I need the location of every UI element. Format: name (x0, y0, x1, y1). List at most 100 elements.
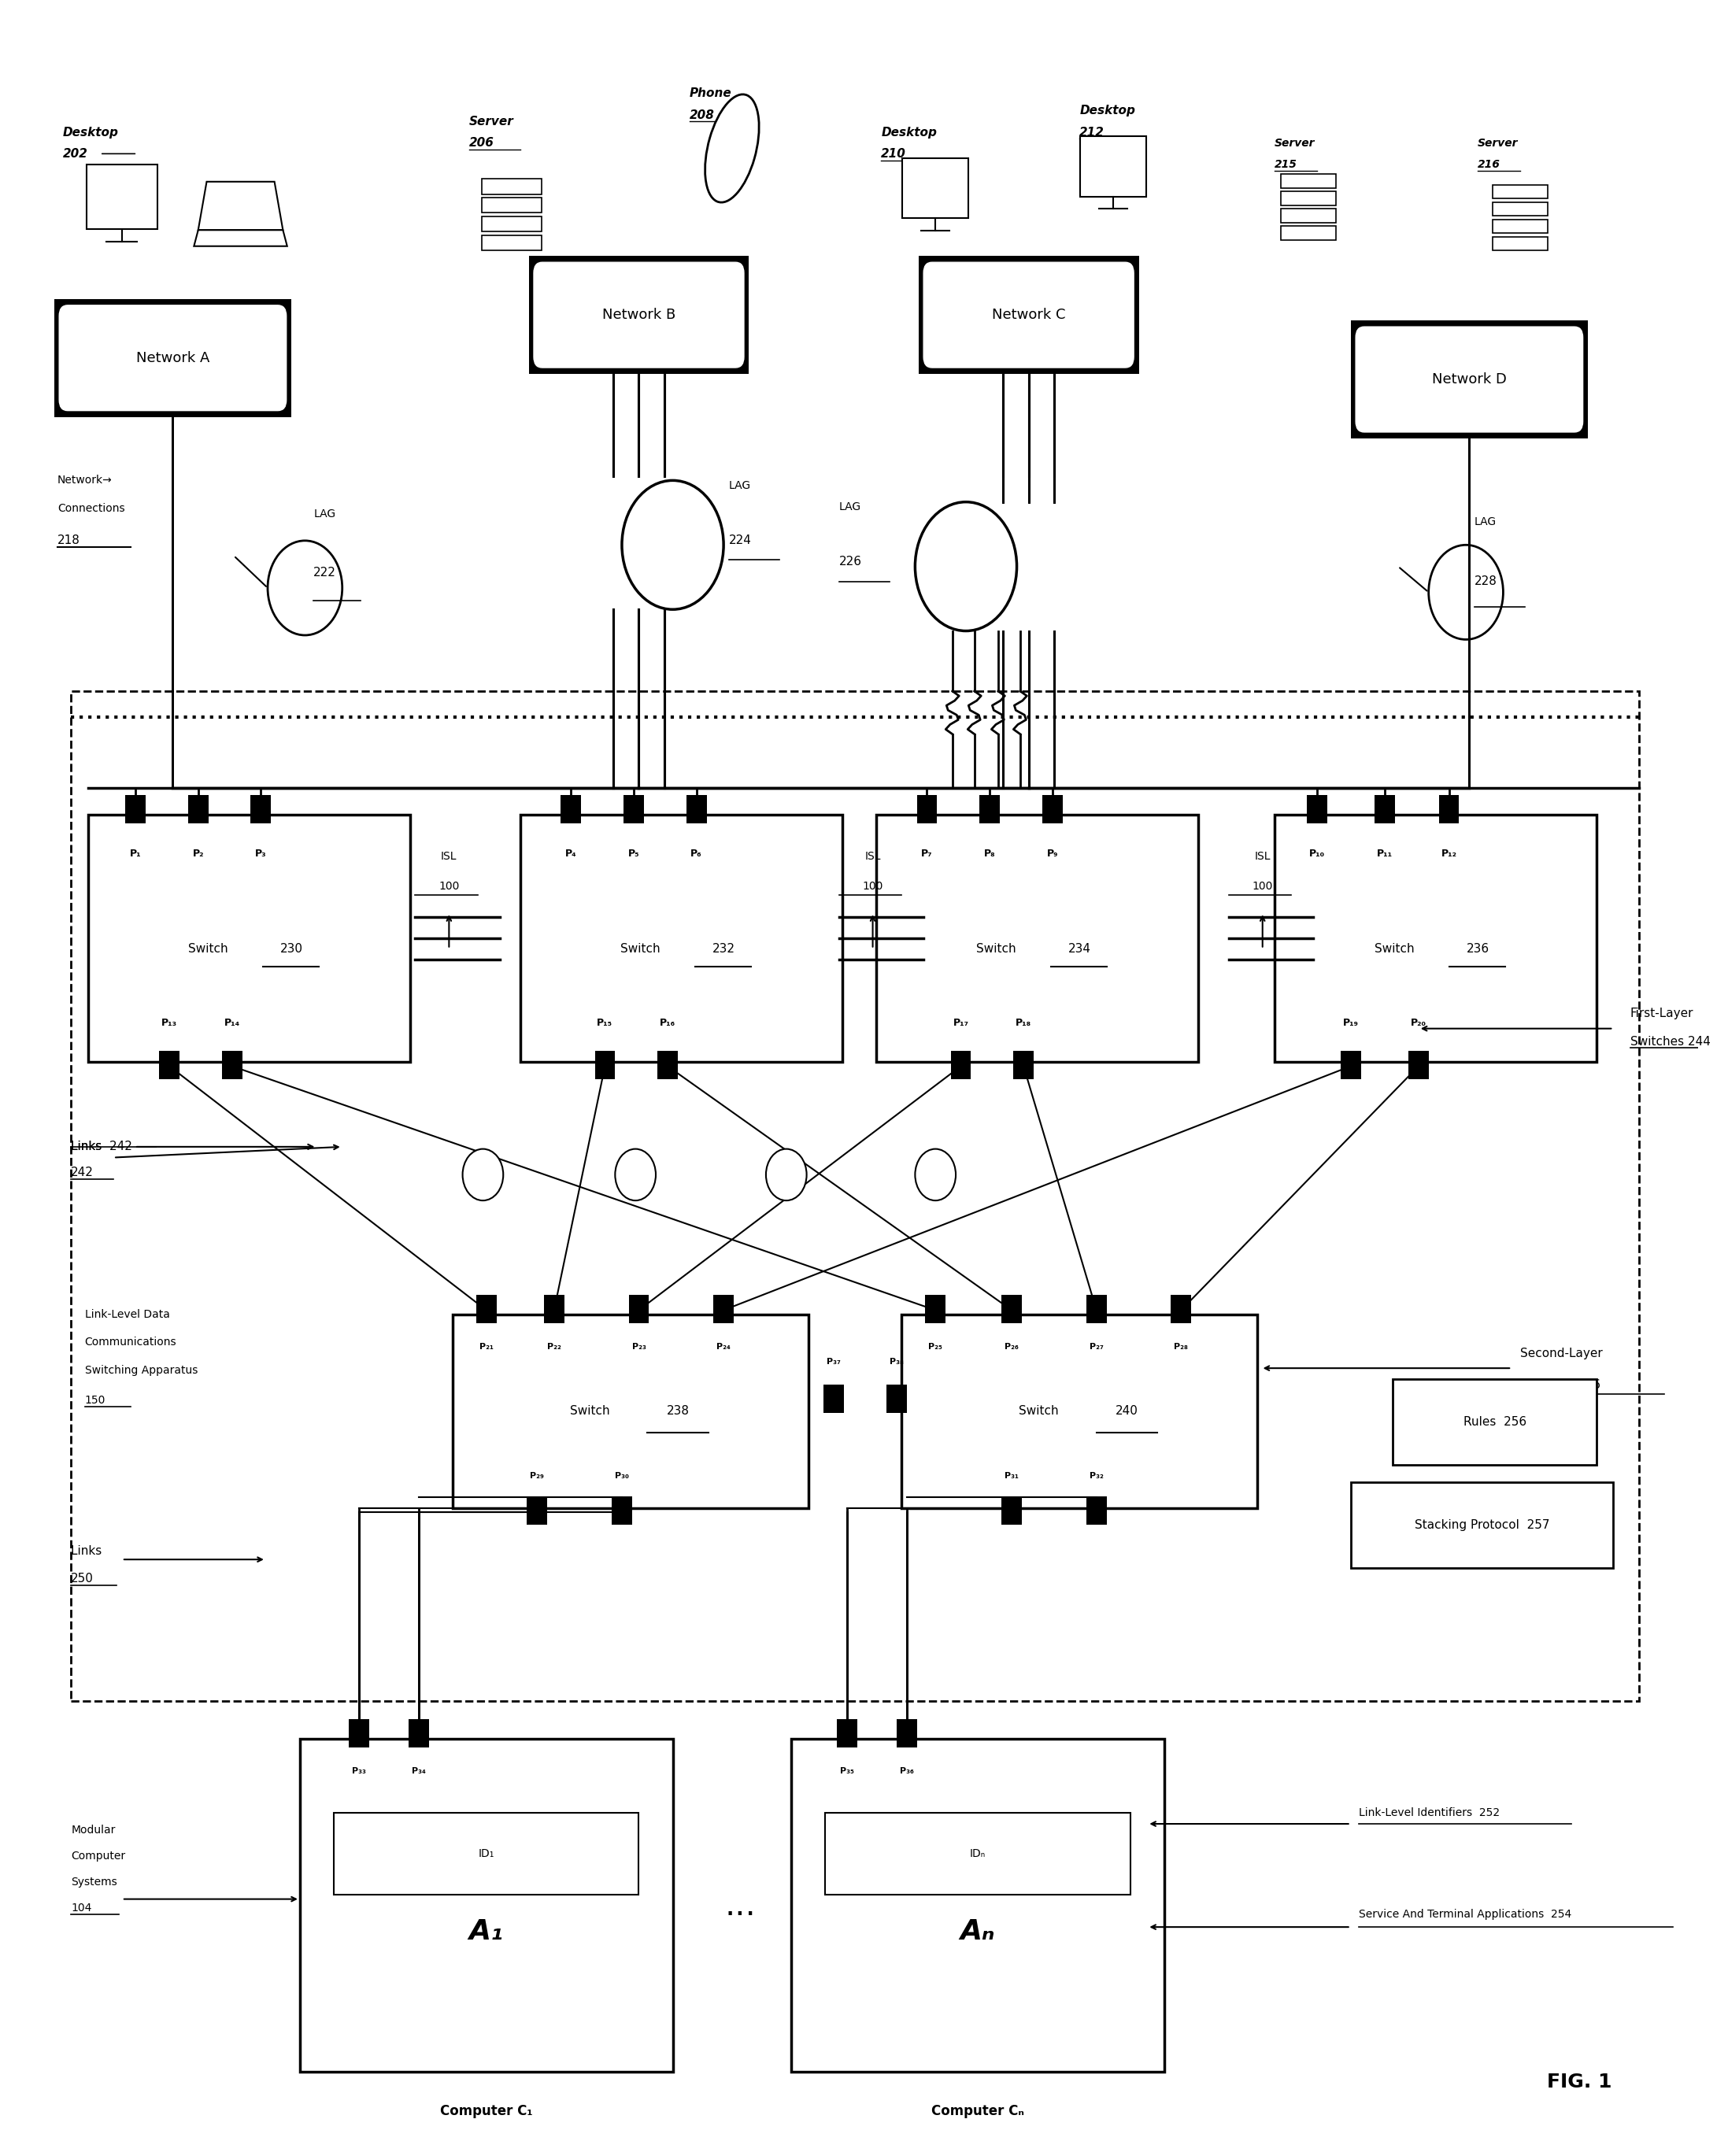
Text: Switch: Switch (1375, 942, 1419, 955)
Bar (1374, 796, 1394, 824)
Text: P₂₃: P₂₃ (632, 1343, 646, 1350)
Text: Second-Layer: Second-Layer (1521, 1348, 1602, 1358)
FancyBboxPatch shape (534, 263, 745, 369)
Text: 236: 236 (1467, 942, 1490, 955)
Text: P₅: P₅ (627, 847, 639, 858)
Text: Switch: Switch (188, 942, 232, 955)
Bar (876, 815, 1198, 1063)
Text: P₂₀: P₂₀ (1410, 1018, 1426, 1028)
Text: Network→: Network→ (57, 474, 112, 485)
Text: 204: 204 (207, 203, 230, 213)
Bar (482, 198, 541, 213)
Text: P₆: P₆ (691, 847, 702, 858)
Text: 216: 216 (1477, 160, 1500, 170)
Bar (54, 300, 292, 416)
FancyBboxPatch shape (59, 306, 287, 410)
Text: Connections: Connections (57, 502, 124, 513)
Bar (1493, 185, 1547, 198)
Text: 228: 228 (1474, 576, 1496, 586)
Text: Computer: Computer (71, 1850, 126, 1861)
Text: 215: 215 (1274, 160, 1298, 170)
Bar (1351, 1481, 1614, 1567)
Text: First-Layer: First-Layer (1630, 1007, 1693, 1020)
Bar (918, 796, 937, 824)
Bar (612, 1496, 632, 1524)
Text: Switch: Switch (570, 1406, 613, 1416)
Text: Server: Server (470, 116, 513, 127)
Bar (791, 1740, 1165, 2072)
Polygon shape (194, 231, 287, 246)
Bar (1080, 136, 1147, 196)
Text: Links: Links (71, 1546, 109, 1557)
Text: LAG: LAG (313, 509, 335, 520)
Text: Switch: Switch (620, 942, 664, 955)
Bar (301, 1740, 672, 2072)
Text: P₈: P₈ (983, 847, 995, 858)
Text: Service And Terminal Applications  254: Service And Terminal Applications 254 (1360, 1908, 1572, 1919)
Bar (1280, 192, 1336, 205)
Bar (1013, 1050, 1033, 1078)
Bar (221, 1050, 242, 1078)
Bar (1280, 226, 1336, 239)
Bar (482, 179, 541, 194)
Bar (520, 815, 842, 1063)
Text: P₂₄: P₂₄ (717, 1343, 731, 1350)
Bar (529, 257, 748, 373)
Text: 242: 242 (71, 1166, 93, 1179)
Text: Systems: Systems (71, 1876, 118, 1886)
Bar (544, 1294, 565, 1324)
Text: P₂₉: P₂₉ (530, 1473, 544, 1479)
Text: ISL: ISL (441, 852, 458, 862)
Text: LAG: LAG (729, 481, 750, 492)
Text: 206: 206 (470, 138, 494, 149)
Bar (919, 257, 1139, 373)
Text: IDₙ: IDₙ (969, 1848, 985, 1858)
Text: P₃₄: P₃₄ (411, 1768, 425, 1774)
Bar (88, 815, 410, 1063)
Bar (1002, 1496, 1021, 1524)
Text: P₁₃: P₁₃ (161, 1018, 178, 1028)
Bar (924, 1294, 945, 1324)
Bar (624, 796, 645, 824)
Text: Laptop: Laptop (207, 181, 249, 192)
Bar (562, 796, 581, 824)
Text: Aₙ: Aₙ (961, 1919, 995, 1945)
Bar (334, 1813, 639, 1895)
Bar (657, 1050, 677, 1078)
Text: Switches 244: Switches 244 (1630, 1035, 1711, 1048)
Text: P₄: P₄ (565, 847, 577, 858)
Bar (1341, 1050, 1362, 1078)
Text: 240: 240 (1116, 1406, 1139, 1416)
Bar (902, 157, 969, 218)
Text: 232: 232 (712, 942, 734, 955)
Circle shape (916, 1149, 956, 1201)
Circle shape (766, 1149, 807, 1201)
Text: P₁₅: P₁₅ (596, 1018, 613, 1028)
Text: Links  242: Links 242 (71, 1141, 313, 1153)
Text: P₂₅: P₂₅ (928, 1343, 942, 1350)
FancyBboxPatch shape (1356, 328, 1583, 431)
Text: 230: 230 (280, 942, 302, 955)
Text: P₇: P₇ (921, 847, 933, 858)
Bar (482, 235, 541, 250)
Text: Modular: Modular (71, 1824, 116, 1835)
Text: P₂₈: P₂₈ (1173, 1343, 1189, 1350)
Text: Server: Server (1477, 138, 1519, 149)
Bar (408, 1718, 429, 1749)
Text: P₁₈: P₁₈ (1016, 1018, 1032, 1028)
Text: A₁: A₁ (468, 1919, 503, 1945)
Text: 100: 100 (862, 882, 883, 893)
FancyBboxPatch shape (923, 263, 1134, 369)
Text: Network C: Network C (992, 308, 1066, 321)
Bar (1087, 1496, 1106, 1524)
Text: Network D: Network D (1433, 373, 1507, 386)
Bar (629, 1294, 650, 1324)
Text: Link-Level Identifiers  252: Link-Level Identifiers 252 (1360, 1807, 1500, 1820)
Text: LAG: LAG (838, 502, 861, 513)
Bar (824, 1384, 843, 1414)
Text: Switch: Switch (976, 942, 1020, 955)
Text: 150: 150 (85, 1395, 105, 1406)
Bar (1408, 1050, 1429, 1078)
Bar (980, 796, 1001, 824)
Text: 250: 250 (71, 1574, 93, 1585)
